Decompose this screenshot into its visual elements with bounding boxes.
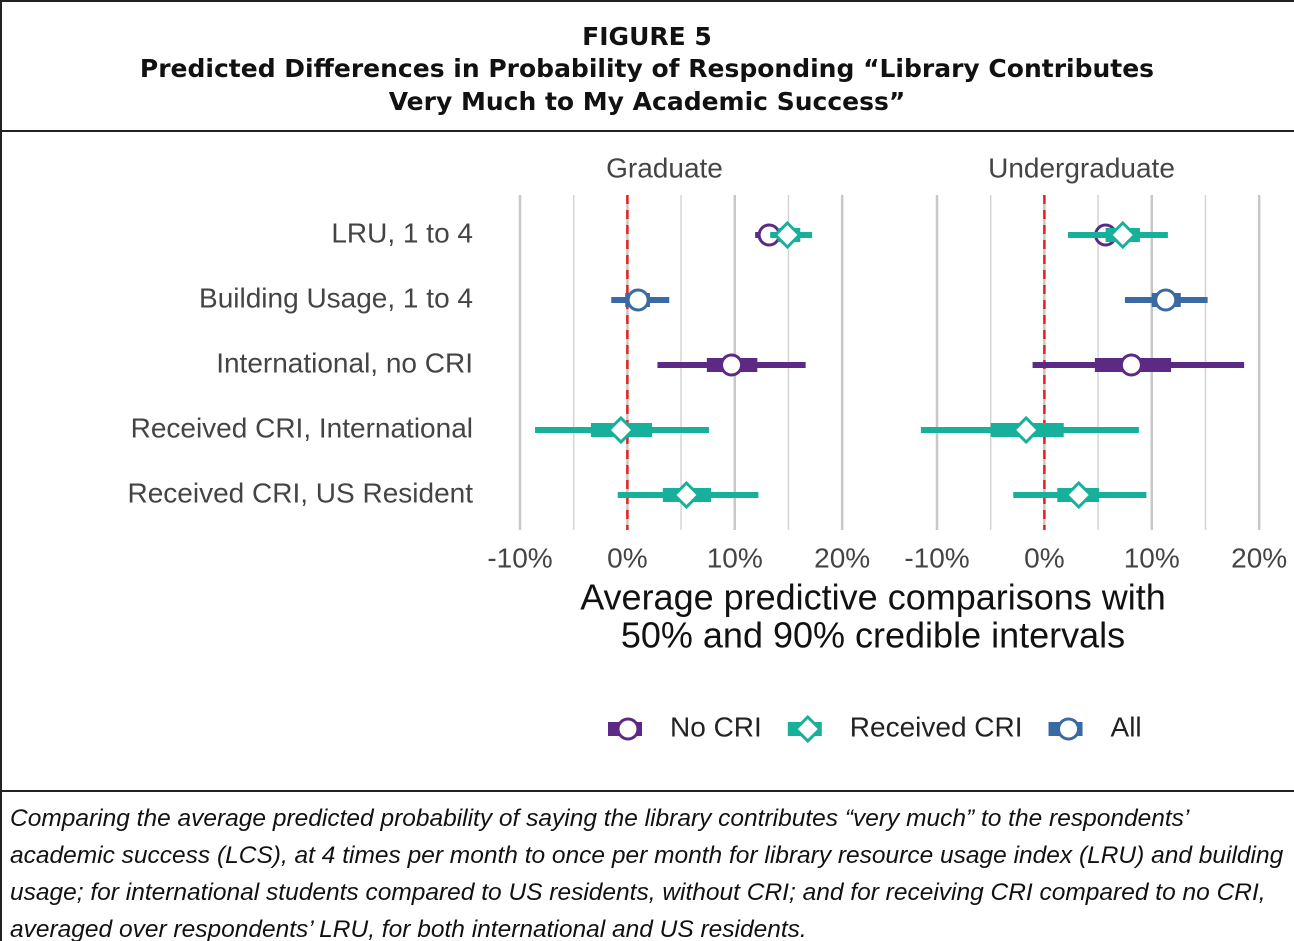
legend-label: No CRI: [670, 711, 762, 742]
estimate-marker: [1012, 415, 1041, 445]
figure-number: FIGURE 5: [582, 22, 712, 51]
figure-title: Very Much to My Academic Success”: [388, 87, 906, 116]
x-tick-label: -10%: [904, 542, 969, 573]
figure-title: Predicted Differences in Probability of …: [139, 54, 1155, 83]
header: FIGURE 5 Predicted Differences in Probab…: [0, 0, 1294, 132]
panel-title: Undergraduate: [988, 152, 1175, 183]
estimate-marker: [773, 220, 802, 250]
category-label: Received CRI, International: [131, 412, 473, 443]
estimate-marker: [1119, 353, 1143, 377]
legend-label: Received CRI: [850, 711, 1023, 742]
estimate-marker: [672, 480, 701, 510]
category-label: International, no CRI: [216, 347, 473, 378]
category-label: Building Usage, 1 to 4: [199, 282, 473, 313]
estimate-marker: [626, 288, 650, 312]
chart: LRU, 1 to 4 Building Usage, 1 to 4 Interna…: [128, 152, 1287, 744]
estimate-marker: [1108, 220, 1137, 250]
category-label: LRU, 1 to 4: [331, 217, 473, 248]
x-tick-label: 20%: [814, 542, 870, 573]
caption: Comparing the average predicted probabil…: [0, 790, 1294, 941]
legend-label: All: [1111, 711, 1142, 742]
estimate-marker: [1057, 717, 1081, 741]
x-tick-label: 0%: [1024, 542, 1064, 573]
x-axis-label: Average predictive comparisons with: [580, 577, 1166, 618]
x-tick-label: -10%: [487, 542, 552, 573]
x-axis-label: 50% and 90% credible intervals: [621, 615, 1125, 656]
panel-title: Graduate: [606, 152, 723, 183]
estimate-marker: [720, 353, 744, 377]
x-tick-label: 10%: [1124, 542, 1180, 573]
estimate-marker: [1064, 480, 1093, 510]
category-label: Received CRI, US Resident: [128, 477, 474, 508]
x-tick-label: 20%: [1231, 542, 1287, 573]
estimate-marker: [616, 717, 640, 741]
estimate-marker: [606, 415, 636, 445]
estimate-marker: [793, 714, 822, 744]
x-tick-label: 0%: [607, 542, 647, 573]
estimate-marker: [1154, 288, 1178, 312]
x-tick-label: 10%: [707, 542, 763, 573]
